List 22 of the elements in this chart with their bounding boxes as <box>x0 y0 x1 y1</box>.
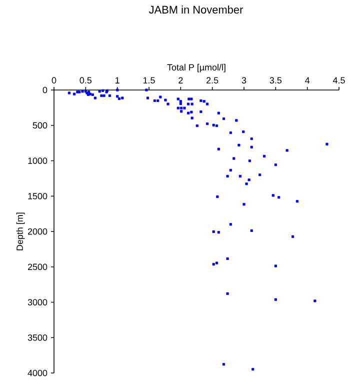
y-tick-label: 1000 <box>28 158 48 164</box>
y-tick-label: 4000 <box>28 370 48 376</box>
y-tick-label: 1500 <box>28 192 48 200</box>
x-axis-title: Total P [µmol/l] <box>167 64 226 72</box>
y-axis-title: Depth [m] <box>16 212 25 250</box>
y-tick-label: 500 <box>32 122 48 129</box>
x-tick-label: 1 <box>116 77 120 84</box>
y-tick-label: 3500 <box>28 334 48 341</box>
x-tick-label: 0 <box>52 77 56 84</box>
y-tick-label: 3000 <box>28 299 48 306</box>
x-tick-label: 1.5 <box>143 77 155 84</box>
x-tick-label: 0.5 <box>80 77 92 84</box>
y-tick-label: 2000 <box>28 228 48 235</box>
x-tick-label: 4.5 <box>332 77 345 84</box>
y-tick-label: 0 <box>42 86 48 94</box>
x-tick-label: 4 <box>305 77 310 84</box>
x-tick-label: 2.5 <box>206 77 218 84</box>
x-tick-label: 3 <box>242 77 246 84</box>
x-tick-label: 2 <box>178 77 183 84</box>
x-tick-label: 3.5 <box>270 77 282 84</box>
chart-title: JABM in November <box>148 6 243 14</box>
y-tick-label: 2500 <box>28 264 48 270</box>
